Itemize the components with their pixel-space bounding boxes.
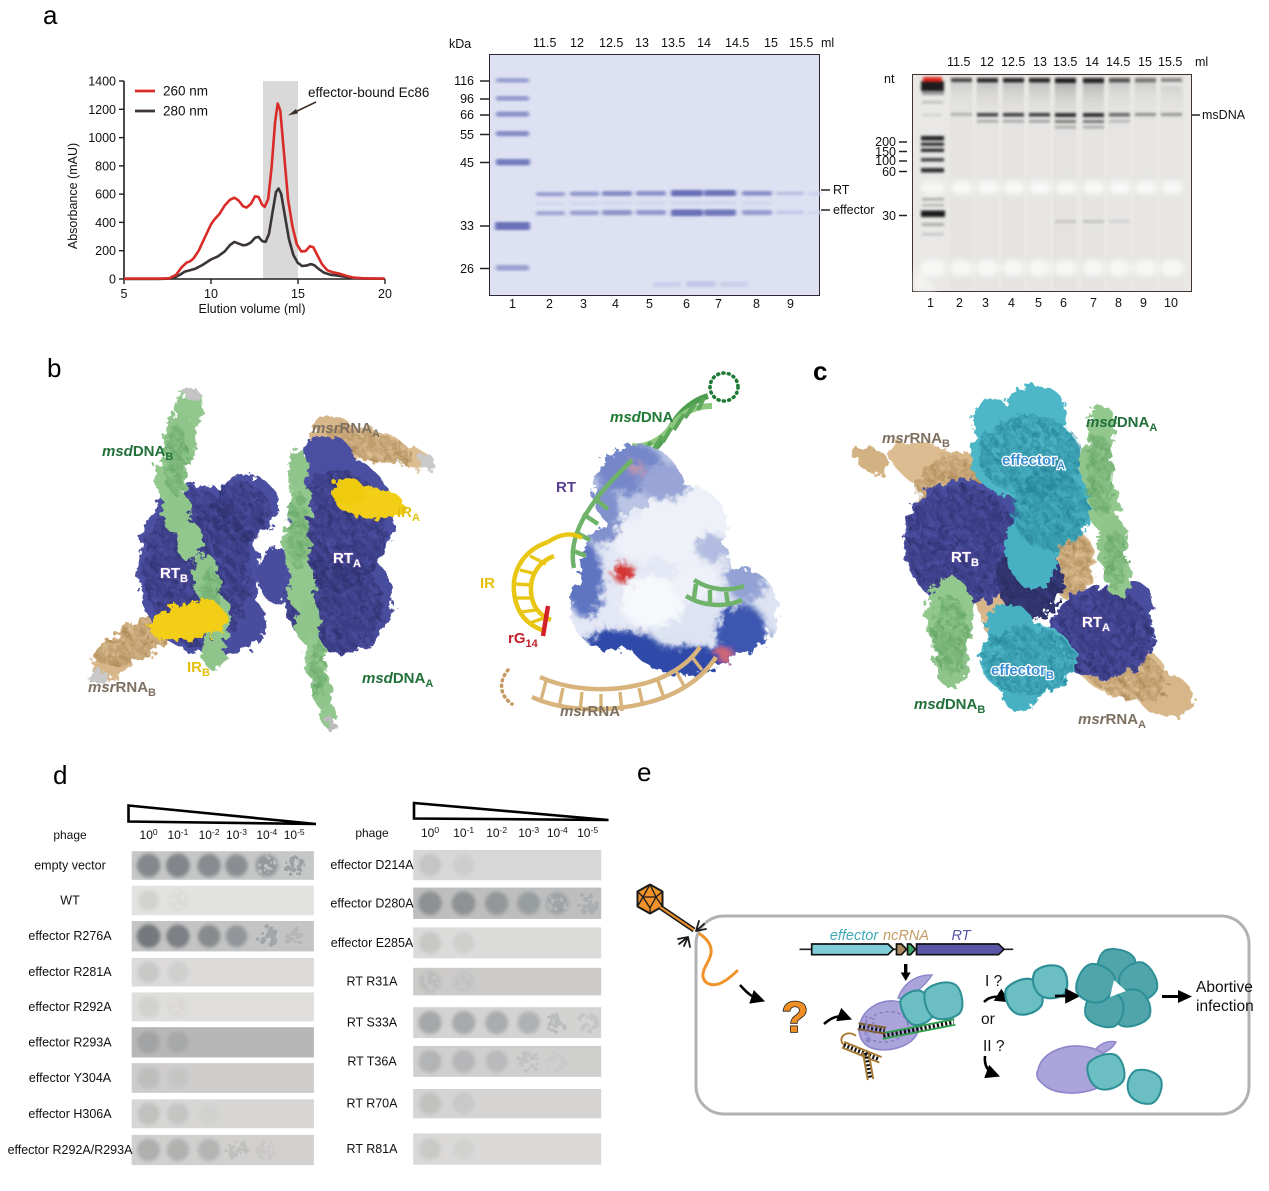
svg-text:10-2: 10-2 [199,827,220,842]
svg-text:effector D214A: effector D214A [330,858,414,872]
svg-text:IRA: IRA [397,504,420,524]
svg-text:10: 10 [204,287,218,301]
svg-text:effector Y304A: effector Y304A [29,1071,112,1085]
svg-text:msdDNAA: msdDNAA [362,670,433,690]
svg-text:15: 15 [291,287,305,301]
svg-text:RT: RT [556,479,576,496]
svg-text:empty vector: empty vector [34,859,106,873]
svg-text:Abortive: Abortive [1196,979,1253,996]
svg-text:msdDNAB: msdDNAB [914,696,985,716]
svg-text:10-2: 10-2 [486,825,507,840]
svg-text:RT R70A: RT R70A [347,1097,399,1111]
svg-text:effector-bound Ec86: effector-bound Ec86 [308,85,429,100]
svg-text:or: or [981,1011,995,1028]
svg-text:msdDNAA: msdDNAA [1086,414,1157,434]
svg-text:10-5: 10-5 [284,827,305,842]
svg-text:effectorB: effectorB [991,662,1054,682]
svg-text:msrRNAA: msrRNAA [1078,711,1146,731]
svg-text:100: 100 [421,825,439,840]
svg-text:effector D280A: effector D280A [330,896,414,910]
svg-text:RT S33A: RT S33A [347,1016,398,1030]
svg-text:phage: phage [355,826,389,840]
svg-text:msdDNA: msdDNA [610,409,674,426]
svg-text:Absorbance (mAU): Absorbance (mAU) [66,143,80,249]
svg-text:effector R276A: effector R276A [28,929,112,943]
svg-text:5: 5 [121,287,128,301]
svg-text:200: 200 [95,244,116,258]
svg-text:400: 400 [95,216,116,230]
svg-text:RT R31A: RT R31A [347,975,399,989]
svg-text:rG14: rG14 [508,630,539,650]
svg-text:msrRNAB: msrRNAB [882,430,950,450]
svg-text:effector E285A: effector E285A [331,936,414,950]
svg-text:10-3: 10-3 [226,827,247,842]
svg-text:260 nm: 260 nm [163,84,208,99]
svg-text:1000: 1000 [88,131,116,145]
svg-text:10-4: 10-4 [256,827,277,842]
svg-text:msrRNA: msrRNA [560,703,620,720]
svg-text:10-5: 10-5 [577,825,598,840]
svg-text:10-1: 10-1 [453,825,474,840]
svg-text:II ?: II ? [983,1038,1005,1055]
svg-text:phage: phage [53,828,87,842]
svg-text:effector R292A/R293A: effector R292A/R293A [8,1143,134,1157]
svg-text:800: 800 [95,159,116,173]
svg-text:?: ? [782,993,809,1042]
svg-text:effectorA: effectorA [1002,452,1065,472]
svg-text:20: 20 [378,287,392,301]
svg-text:effector: effector [830,928,880,944]
svg-text:10-1: 10-1 [167,827,188,842]
svg-text:10-4: 10-4 [547,825,568,840]
svg-text:RT R81A: RT R81A [347,1142,399,1156]
svg-text:RT T36A: RT T36A [347,1054,397,1068]
svg-text:ncRNA: ncRNA [883,928,929,944]
svg-text:WT: WT [60,893,80,907]
svg-text:msrRNAA: msrRNAA [312,420,380,440]
svg-text:msdDNAB: msdDNAB [102,443,173,463]
svg-text:I ?: I ? [985,973,1003,990]
svg-text:600: 600 [95,188,116,202]
svg-text:infection: infection [1196,998,1254,1015]
svg-text:effector R281A: effector R281A [28,965,112,979]
svg-text:1200: 1200 [88,103,116,117]
svg-text:1400: 1400 [88,75,116,89]
svg-text:effector R293A: effector R293A [28,1035,112,1049]
svg-text:Elution volume (ml): Elution volume (ml) [199,302,306,315]
svg-text:msrRNAB: msrRNAB [88,679,156,699]
svg-text:effector H306A: effector H306A [28,1107,112,1121]
svg-text:effector R292A: effector R292A [28,1000,112,1014]
svg-text:10-3: 10-3 [518,825,539,840]
svg-text:280 nm: 280 nm [163,104,208,119]
svg-text:RT: RT [951,928,971,944]
svg-text:0: 0 [109,273,116,287]
svg-text:100: 100 [140,827,158,842]
svg-text:IR: IR [480,575,495,592]
